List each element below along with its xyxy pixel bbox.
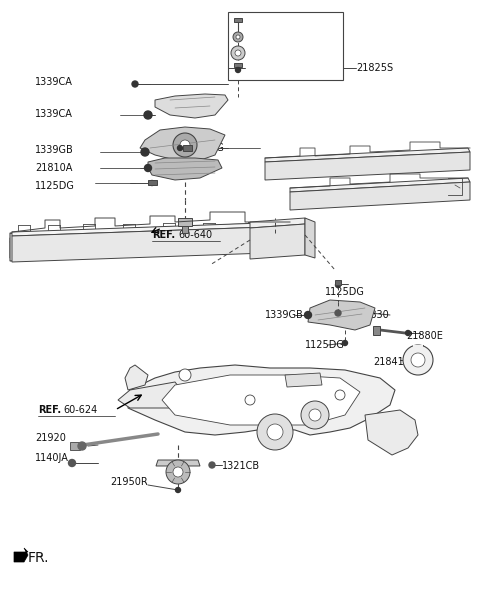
Text: 21841C: 21841C bbox=[373, 357, 410, 367]
Text: 1339CA: 1339CA bbox=[35, 109, 73, 119]
Text: 21825S: 21825S bbox=[356, 63, 393, 73]
Circle shape bbox=[166, 460, 190, 484]
Polygon shape bbox=[140, 127, 225, 162]
Circle shape bbox=[78, 442, 86, 450]
Circle shape bbox=[69, 460, 75, 467]
Polygon shape bbox=[183, 145, 192, 151]
Circle shape bbox=[179, 369, 191, 381]
Circle shape bbox=[173, 133, 197, 157]
Circle shape bbox=[235, 50, 241, 56]
FancyBboxPatch shape bbox=[228, 12, 343, 80]
Polygon shape bbox=[290, 182, 470, 210]
Text: 1140JA: 1140JA bbox=[35, 453, 69, 463]
Circle shape bbox=[178, 145, 182, 151]
Circle shape bbox=[176, 488, 180, 492]
Polygon shape bbox=[14, 548, 28, 562]
Polygon shape bbox=[10, 232, 300, 258]
Circle shape bbox=[304, 312, 312, 318]
Text: 1140HC: 1140HC bbox=[255, 63, 294, 73]
Text: REF.: REF. bbox=[38, 405, 61, 415]
Circle shape bbox=[336, 283, 340, 287]
Circle shape bbox=[231, 46, 245, 60]
Polygon shape bbox=[10, 228, 300, 242]
Text: 1125DG: 1125DG bbox=[325, 287, 365, 297]
Polygon shape bbox=[365, 410, 418, 455]
Circle shape bbox=[267, 424, 283, 440]
Circle shape bbox=[144, 164, 152, 172]
Text: 1339GB: 1339GB bbox=[265, 310, 304, 320]
Polygon shape bbox=[128, 365, 395, 435]
Polygon shape bbox=[250, 218, 305, 228]
Polygon shape bbox=[70, 442, 80, 450]
Circle shape bbox=[335, 390, 345, 400]
Circle shape bbox=[149, 181, 155, 185]
Polygon shape bbox=[148, 180, 157, 185]
Circle shape bbox=[309, 409, 321, 421]
Text: 1123LE: 1123LE bbox=[255, 31, 291, 41]
Text: 21823B: 21823B bbox=[255, 47, 293, 57]
Circle shape bbox=[411, 353, 425, 367]
Circle shape bbox=[245, 395, 255, 405]
Circle shape bbox=[141, 148, 149, 156]
Polygon shape bbox=[335, 280, 341, 285]
Polygon shape bbox=[305, 218, 315, 258]
Text: 1125GF: 1125GF bbox=[255, 17, 293, 27]
Text: 1339CA: 1339CA bbox=[35, 77, 73, 87]
Polygon shape bbox=[12, 226, 295, 262]
Text: 1125DG: 1125DG bbox=[305, 340, 345, 350]
Text: 1321CB: 1321CB bbox=[222, 461, 260, 471]
Polygon shape bbox=[265, 148, 470, 162]
Polygon shape bbox=[148, 158, 222, 180]
Circle shape bbox=[406, 331, 410, 336]
Circle shape bbox=[403, 345, 433, 375]
Polygon shape bbox=[118, 382, 185, 408]
Polygon shape bbox=[155, 94, 228, 118]
Circle shape bbox=[173, 467, 183, 477]
Text: 21950R: 21950R bbox=[110, 477, 148, 487]
Circle shape bbox=[132, 81, 138, 87]
Polygon shape bbox=[234, 63, 242, 67]
Circle shape bbox=[180, 140, 190, 150]
Polygon shape bbox=[125, 365, 148, 390]
Polygon shape bbox=[250, 224, 305, 259]
Polygon shape bbox=[413, 345, 423, 352]
Circle shape bbox=[335, 310, 341, 316]
Circle shape bbox=[236, 35, 240, 39]
Polygon shape bbox=[265, 152, 470, 180]
Text: 60-640: 60-640 bbox=[178, 230, 212, 240]
Text: 1125DG: 1125DG bbox=[35, 181, 75, 191]
Text: 21880E: 21880E bbox=[406, 331, 443, 341]
Polygon shape bbox=[12, 222, 295, 236]
Circle shape bbox=[209, 462, 215, 468]
Text: 21830: 21830 bbox=[358, 310, 389, 320]
Polygon shape bbox=[234, 18, 242, 22]
Polygon shape bbox=[10, 222, 302, 261]
Text: FR.: FR. bbox=[28, 551, 49, 565]
Circle shape bbox=[343, 340, 348, 346]
Text: 1125DG: 1125DG bbox=[185, 143, 225, 153]
Text: 21810A: 21810A bbox=[35, 163, 72, 173]
Text: 1339GB: 1339GB bbox=[35, 145, 74, 155]
Circle shape bbox=[144, 111, 152, 119]
Circle shape bbox=[233, 32, 243, 42]
Text: REF.: REF. bbox=[152, 230, 175, 240]
Circle shape bbox=[301, 401, 329, 429]
Polygon shape bbox=[162, 375, 360, 425]
Polygon shape bbox=[182, 226, 188, 233]
Polygon shape bbox=[178, 218, 192, 226]
Circle shape bbox=[257, 414, 293, 450]
Polygon shape bbox=[290, 178, 470, 192]
Text: 21920: 21920 bbox=[35, 433, 66, 443]
Polygon shape bbox=[156, 460, 200, 466]
Text: 60-624: 60-624 bbox=[63, 405, 97, 415]
Circle shape bbox=[236, 67, 240, 73]
Polygon shape bbox=[308, 300, 375, 330]
Polygon shape bbox=[373, 326, 380, 335]
Polygon shape bbox=[285, 373, 322, 387]
